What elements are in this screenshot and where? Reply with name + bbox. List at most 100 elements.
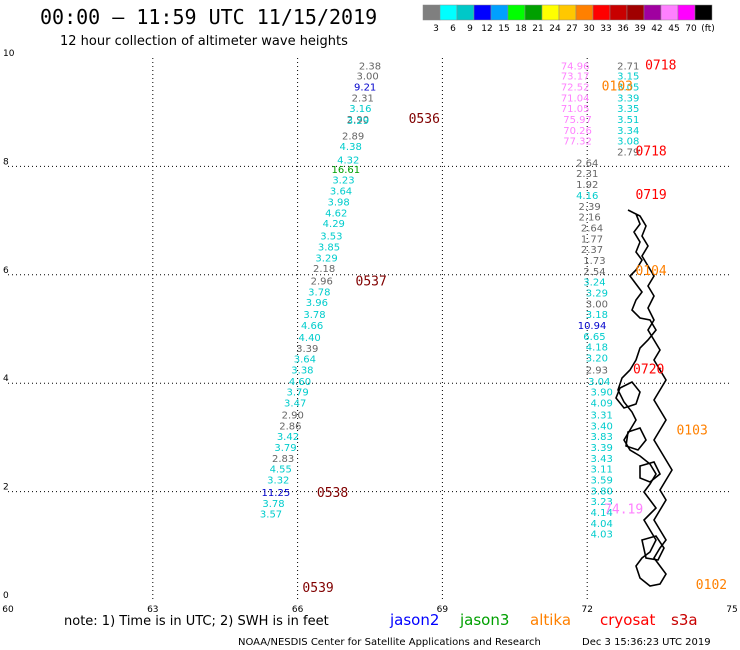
color-scale-label: 45 bbox=[668, 24, 679, 34]
pass-time-label: 0537 bbox=[356, 275, 387, 290]
wave-height-value: 3.64 bbox=[330, 187, 352, 198]
color-swatch bbox=[422, 4, 441, 21]
color-scale-label: 70 bbox=[685, 24, 697, 34]
wave-height-value: 3.00 bbox=[586, 299, 608, 310]
wave-height-value: 3.35 bbox=[617, 104, 639, 115]
wave-height-value: 1.77 bbox=[581, 234, 603, 245]
wave-height-value: 2.79 bbox=[617, 148, 639, 159]
coastline-outline bbox=[617, 209, 673, 587]
wave-height-value: 2.18 bbox=[313, 264, 335, 275]
color-scale-label: 27 bbox=[566, 24, 577, 34]
color-scale-label: 42 bbox=[651, 24, 662, 34]
x-tick-label: 75 bbox=[726, 605, 737, 615]
wave-height-value: 3.15 bbox=[617, 72, 639, 83]
chart-title: 00:00 – 11:59 UTC 11/15/2019 bbox=[40, 5, 377, 29]
pass-time-label: 0718 bbox=[635, 145, 666, 160]
time-labels: 0536 0537 0538 0539 74.19 0718 0103 0718 0719 010… bbox=[302, 58, 727, 595]
wave-height-value: 3.98 bbox=[327, 197, 349, 208]
wave-height-value: 3.53 bbox=[320, 232, 342, 243]
satellite-legend: jason2 jason3 altika cryosat s3a bbox=[389, 611, 698, 629]
footer-date: Dec 3 15:36:23 UTC 2019 bbox=[582, 637, 711, 648]
x-tick-label: 63 bbox=[147, 605, 158, 615]
wave-height-value: 3.64 bbox=[294, 355, 316, 366]
color-scale-label: 33 bbox=[600, 24, 611, 34]
color-scale-label: 15 bbox=[498, 24, 509, 34]
wave-height-value: 70.26 bbox=[563, 126, 592, 137]
color-scale-label: (ft) bbox=[701, 24, 715, 34]
y-tick-label: 6 bbox=[3, 266, 9, 276]
x-tick-label: 69 bbox=[437, 605, 449, 615]
wave-height-value: 2.16 bbox=[578, 213, 600, 224]
wave-height-value: 3.32 bbox=[267, 475, 289, 486]
pass-time-label: 74.19 bbox=[604, 502, 643, 517]
color-swatch bbox=[609, 4, 628, 21]
wave-height-value: 11.25 bbox=[262, 488, 291, 499]
coastline bbox=[615, 209, 673, 587]
color-swatch bbox=[490, 4, 509, 21]
wave-height-value: 3.29 bbox=[586, 288, 608, 299]
x-tick-label: 66 bbox=[292, 605, 304, 615]
color-swatch bbox=[558, 4, 577, 21]
wave-height-value: 3.43 bbox=[591, 454, 613, 465]
pass-time-label: 0539 bbox=[302, 581, 333, 596]
wave-height-value: 4.40 bbox=[299, 333, 321, 344]
wave-height-value: 3.20 bbox=[586, 354, 608, 365]
satellite-name: jason2 bbox=[389, 611, 439, 629]
y-tick-label: 4 bbox=[3, 374, 9, 384]
wave-height-value: 2.96 bbox=[311, 277, 333, 288]
wave-height-value: 3.83 bbox=[591, 432, 613, 443]
color-swatch bbox=[626, 4, 645, 21]
wave-height-value: 3.38 bbox=[291, 365, 313, 376]
color-scale-label: 30 bbox=[583, 24, 595, 34]
wave-height-value: 3.90 bbox=[591, 388, 613, 399]
wave-height-value: 3.11 bbox=[591, 465, 613, 476]
wave-height-value: 3.57 bbox=[260, 510, 282, 521]
pass-time-label: 0719 bbox=[635, 188, 666, 203]
color-scale-label: 24 bbox=[549, 24, 561, 34]
wave-height-value: 1.92 bbox=[576, 180, 598, 191]
wave-height-value: 2.89 bbox=[342, 131, 364, 142]
color-swatch bbox=[456, 4, 475, 21]
wave-height-value: 2.90 bbox=[347, 115, 369, 126]
wave-height-value: 4.62 bbox=[325, 208, 347, 219]
wave-height-value: 4.60 bbox=[289, 377, 311, 388]
wave-height-value: 3.47 bbox=[284, 399, 306, 410]
wave-height-value: 3.42 bbox=[277, 432, 299, 443]
wave-height-value: 3.18 bbox=[586, 310, 608, 321]
pass-time-label: 0104 bbox=[635, 264, 666, 279]
wave-height-value: 3.34 bbox=[617, 126, 639, 137]
wave-height-value: 2.64 bbox=[581, 223, 603, 234]
color-scale-label: 6 bbox=[450, 24, 456, 34]
satellite-name: s3a bbox=[671, 611, 698, 629]
wave-height-value: 4.14 bbox=[591, 508, 613, 519]
wave-height-value: 3.51 bbox=[617, 115, 639, 126]
color-scale-label: 39 bbox=[634, 24, 646, 34]
wave-height-value: 4.16 bbox=[576, 191, 598, 202]
color-swatch bbox=[677, 4, 696, 21]
wave-height-value: 3.40 bbox=[591, 421, 613, 432]
plot-area: 2.383.009.212.313.162.903.292.894.384.32… bbox=[2, 49, 737, 615]
pass-time-label: 0536 bbox=[409, 112, 440, 127]
wave-height-value: 6.65 bbox=[583, 332, 605, 343]
wave-height-value: 3.29 bbox=[315, 253, 337, 264]
color-swatch bbox=[507, 4, 526, 21]
color-swatch bbox=[660, 4, 679, 21]
wave-height-value: 75.97 bbox=[563, 115, 592, 126]
x-tick-label: 72 bbox=[581, 605, 592, 615]
wave-height-value: 4.03 bbox=[591, 530, 613, 541]
wave-height-value: 3.39 bbox=[591, 443, 613, 454]
wave-height-value: 71.05 bbox=[561, 104, 590, 115]
color-swatch bbox=[473, 4, 492, 21]
wave-height-value: 4.32 bbox=[337, 156, 359, 167]
wave-height-value: 2.31 bbox=[576, 169, 598, 180]
wave-height-value: 71.04 bbox=[561, 93, 590, 104]
wave-height-value: 3.23 bbox=[332, 176, 354, 187]
wave-height-value: 4.66 bbox=[301, 321, 323, 332]
wave-height-value: 4.09 bbox=[591, 399, 613, 410]
wave-height-value: 9.21 bbox=[354, 83, 376, 94]
wave-height-value: 72.52 bbox=[561, 83, 590, 94]
wave-height-value: 3.31 bbox=[591, 410, 613, 421]
wave-height-value: 4.18 bbox=[586, 343, 608, 354]
pass-time-label: 0103 bbox=[676, 424, 707, 439]
